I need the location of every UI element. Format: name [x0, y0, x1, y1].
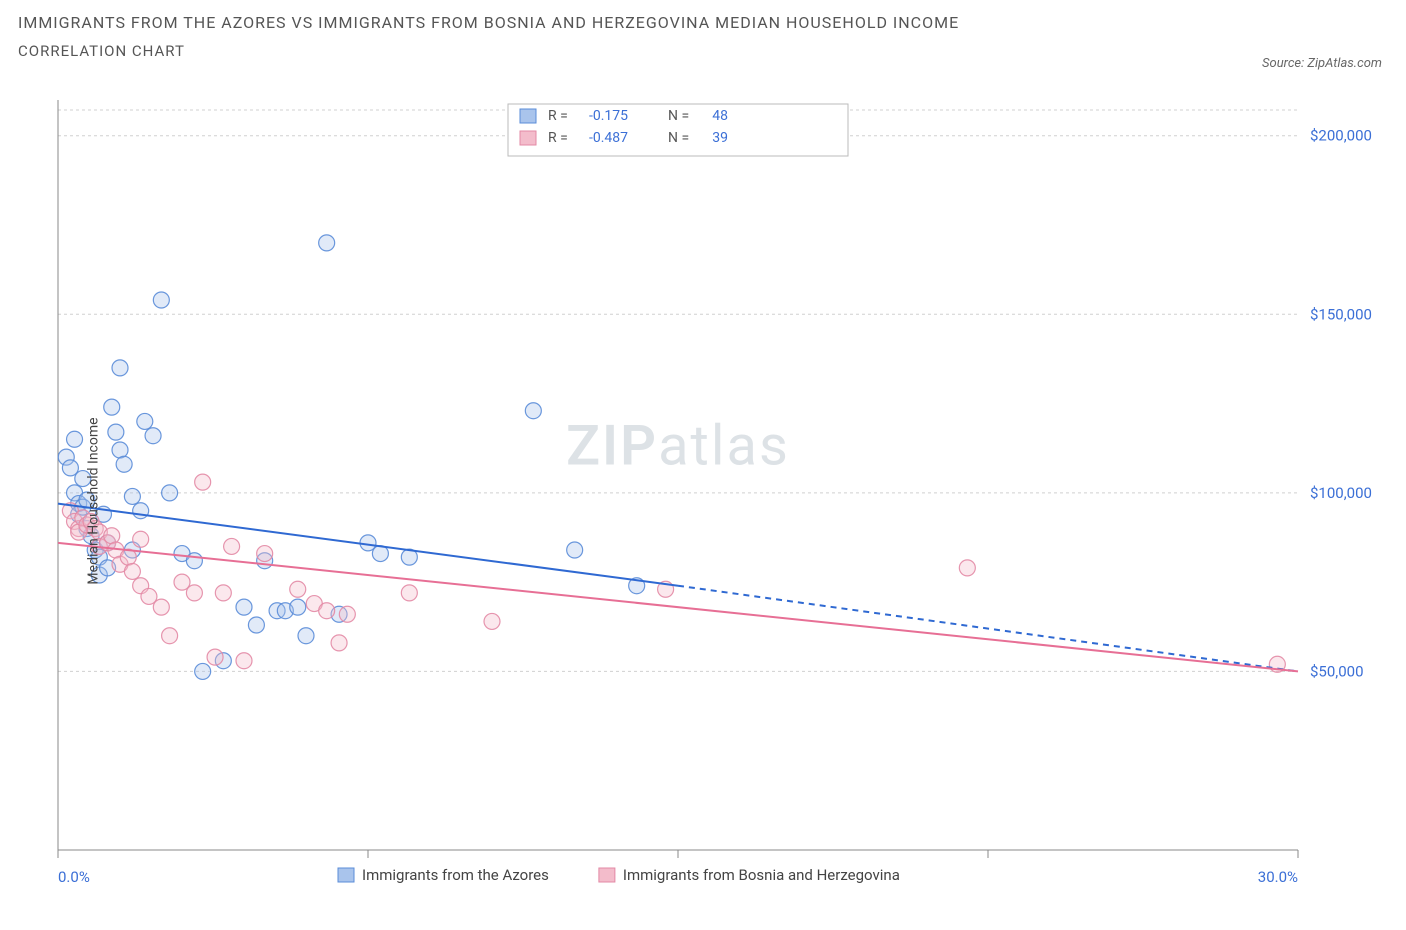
legend-n-value: 48 — [712, 108, 728, 124]
legend-swatch — [520, 109, 536, 123]
data-point — [116, 456, 132, 472]
chart-title: IMMIGRANTS FROM THE AZORES VS IMMIGRANTS… — [18, 10, 1388, 36]
data-point — [104, 399, 120, 415]
data-point — [224, 538, 240, 554]
chart-subtitle: CORRELATION CHART — [18, 42, 1388, 60]
data-point — [257, 546, 273, 562]
data-point — [186, 585, 202, 601]
data-point — [567, 542, 583, 558]
y-tick-label: $100,000 — [1310, 484, 1372, 502]
legend-swatch — [338, 868, 354, 882]
legend-n-label: N = — [668, 130, 689, 146]
data-point — [153, 599, 169, 615]
data-point — [195, 474, 211, 490]
y-tick-label: $50,000 — [1310, 662, 1364, 680]
data-point — [124, 488, 140, 504]
data-point — [133, 503, 149, 519]
legend-swatch — [520, 131, 536, 145]
source-attribution: Source: ZipAtlas.com — [1262, 56, 1382, 71]
data-point — [339, 606, 355, 622]
y-tick-label: $150,000 — [1310, 305, 1372, 323]
data-point — [298, 628, 314, 644]
data-point — [153, 292, 169, 308]
data-point — [186, 553, 202, 569]
data-point — [112, 442, 128, 458]
data-point — [112, 360, 128, 376]
x-min-label: 0.0% — [58, 868, 90, 886]
trend-line-dashed — [678, 586, 1298, 672]
legend-swatch — [599, 868, 615, 882]
data-point — [525, 403, 541, 419]
legend-n-label: N = — [668, 108, 689, 124]
data-point — [290, 599, 306, 615]
legend-r-label: R = — [548, 130, 568, 146]
trend-line — [58, 504, 678, 586]
y-axis-label: Median Household Income — [86, 417, 102, 584]
data-point — [207, 649, 223, 665]
data-point — [401, 585, 417, 601]
watermark: ZIPatlas — [566, 412, 790, 478]
legend-r-value: -0.487 — [589, 130, 628, 146]
legend-r-label: R = — [548, 108, 568, 124]
data-point — [162, 485, 178, 501]
chart-container: Median Household Income $50,000$100,000$… — [18, 90, 1388, 912]
data-point — [133, 531, 149, 547]
data-point — [290, 581, 306, 597]
data-point — [124, 563, 140, 579]
data-point — [236, 599, 252, 615]
data-point — [67, 431, 83, 447]
data-point — [331, 635, 347, 651]
series-legend-label: Immigrants from the Azores — [362, 866, 549, 884]
x-max-label: 30.0% — [1258, 868, 1298, 886]
correlation-scatter-chart: $50,000 $100,000 $150,000 $200,000 0.0% 30.0%… — [18, 90, 1388, 910]
data-point — [137, 413, 153, 429]
y-tick-label: $200,000 — [1310, 127, 1372, 145]
data-point — [104, 528, 120, 544]
data-point — [236, 653, 252, 669]
data-point — [319, 235, 335, 251]
data-point — [959, 560, 975, 576]
data-point — [248, 617, 264, 633]
data-point — [108, 424, 124, 440]
data-point — [195, 663, 211, 679]
data-point — [215, 585, 231, 601]
data-point — [145, 428, 161, 444]
data-point — [162, 628, 178, 644]
legend-n-value: 39 — [712, 130, 728, 146]
data-point — [484, 613, 500, 629]
legend-r-value: -0.175 — [589, 108, 628, 124]
data-point — [319, 603, 335, 619]
series-legend-label: Immigrants from Bosnia and Herzegovina — [623, 866, 900, 884]
